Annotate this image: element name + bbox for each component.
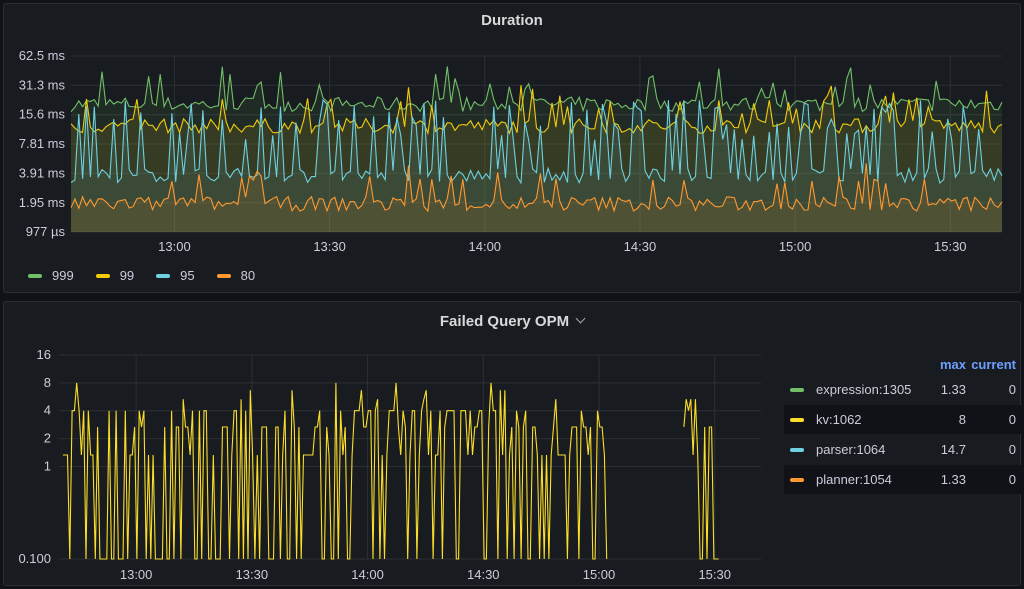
legend-row-planner[interactable]: planner:1054 1.33 0 (784, 465, 1024, 494)
legend-series-name: parser:1064 (816, 442, 886, 457)
legend-series-max: 8 (958, 412, 966, 427)
series-line-99 (70, 85, 1003, 136)
x-tick-label: 14:00 (469, 239, 502, 254)
legend-row-kv[interactable]: kv:1062 8 0 (784, 405, 1024, 434)
y-tick-label: 62.5 ms (19, 48, 66, 63)
series-line-kv (62, 382, 608, 560)
failed-query-legend-table: max current expression:1305 1.33 0 kv:10… (784, 354, 1024, 494)
duration-panel-title[interactable]: Duration (481, 12, 543, 29)
y-tick-label: 0.100 (18, 551, 51, 566)
legend-series-name: planner:1054 (816, 472, 892, 487)
legend-series-current: 0 (1008, 412, 1016, 427)
x-tick-label: 13:00 (120, 567, 153, 582)
series-area-80 (71, 163, 1002, 232)
y-tick-label: 2 (44, 431, 51, 446)
legend-swatch (95, 273, 110, 278)
x-tick-label: 13:30 (236, 567, 269, 582)
y-tick-label: 8 (44, 375, 51, 390)
series-line-95 (70, 98, 1003, 185)
y-tick-label: 1.95 ms (19, 195, 66, 210)
y-tick-label: 16 (37, 347, 51, 362)
legend-row-parser[interactable]: parser:1064 14.7 0 (784, 435, 1024, 464)
failed-query-panel-title[interactable]: Failed Query OPM (4, 313, 1020, 330)
legend-swatch (790, 477, 804, 482)
series-line-999 (70, 66, 1003, 113)
x-tick-label: 15:30 (934, 239, 967, 254)
legend-swatch (790, 387, 804, 392)
series-line-kv-segment (683, 399, 719, 560)
legend-swatch (156, 273, 171, 278)
legend-swatch (28, 273, 42, 278)
legend-series-current: 0 (1008, 472, 1016, 487)
legend-label: 99 (119, 268, 135, 283)
legend-swatch (790, 447, 804, 452)
duration-legend: 999 99 95 80 (28, 268, 277, 283)
y-tick-label: 15.6 ms (19, 107, 66, 122)
legend-series-current: 0 (1008, 382, 1016, 397)
legend-table-header: max current (784, 354, 1024, 374)
legend-label: 80 (240, 268, 256, 283)
legend-column-current[interactable]: current (971, 356, 1016, 372)
y-tick-label: 4 (44, 403, 51, 418)
legend-series-max: 1.33 (940, 472, 966, 487)
y-tick-label: 1 (44, 458, 51, 473)
legend-series-max: 1.33 (940, 382, 966, 397)
legend-label: 999 (52, 268, 74, 283)
y-tick-label: 31.3 ms (19, 77, 66, 92)
y-tick-label: 977 µs (26, 224, 66, 239)
legend-series-name: kv:1062 (816, 412, 862, 427)
legend-item-99[interactable]: 99 (95, 268, 135, 283)
y-tick-label: 7.81 ms (19, 136, 66, 151)
legend-series-max: 14.7 (940, 442, 966, 457)
legend-row-expression[interactable]: expression:1305 1.33 0 (784, 375, 1024, 404)
legend-series-name: expression:1305 (816, 382, 912, 397)
legend-column-max[interactable]: max (939, 356, 966, 372)
x-tick-label: 15:00 (779, 239, 812, 254)
x-tick-label: 13:00 (158, 239, 191, 254)
legend-item-95[interactable]: 95 (156, 268, 195, 283)
failed-query-panel: Failed Query OPM 16 8 4 2 1 0.100 13:00 13:30 14… (3, 301, 1024, 586)
x-tick-label: 15:00 (583, 567, 616, 582)
x-tick-label: 13:30 (313, 239, 346, 254)
legend-series-current: 0 (1008, 442, 1016, 457)
legend-swatch (216, 273, 231, 278)
legend-swatch (790, 417, 804, 422)
x-tick-label: 14:30 (467, 567, 500, 582)
failed-query-chart: 16 8 4 2 1 0.100 13:00 13:30 14:00 14:30 15:00 15:3… (18, 347, 761, 582)
legend-label: 95 (180, 268, 195, 283)
legend-item-999[interactable]: 999 (28, 268, 74, 283)
failed-query-title-text: Failed Query OPM (439, 313, 570, 330)
duration-panel: Duration 62.5 ms 31.3 ms 15.6 ms 7.81 ms 3.9… (3, 3, 1021, 293)
x-tick-label: 15:30 (698, 567, 731, 582)
legend-item-80[interactable]: 80 (216, 268, 256, 283)
x-tick-label: 14:30 (624, 239, 657, 254)
y-tick-label: 3.91 ms (19, 165, 66, 180)
duration-chart: 62.5 ms 31.3 ms 15.6 ms 7.81 ms 3.91 ms 1.95 … (19, 48, 1003, 254)
x-tick-label: 14:00 (351, 567, 384, 582)
series-line-80 (70, 163, 1003, 213)
